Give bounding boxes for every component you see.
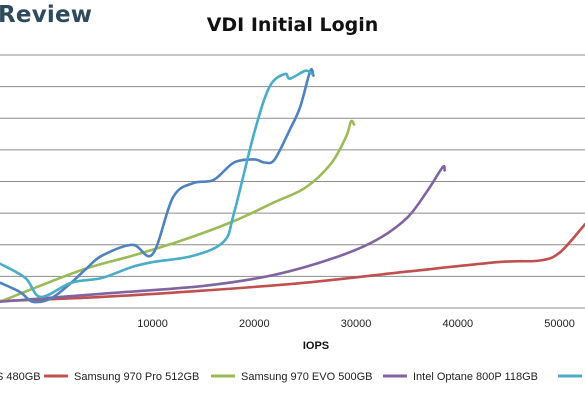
x-tick-label: 50000 xyxy=(544,318,575,330)
x-tick-label: 40000 xyxy=(443,318,474,330)
chart-title: VDI Initial Login xyxy=(206,14,379,36)
legend: S 480GB Samsung 970 Pro 512GB Samsung 970 … xyxy=(0,371,582,383)
series-line-unnamed-3 xyxy=(0,67,315,304)
legend-label: Samsung 970 Pro 512GB xyxy=(74,371,199,383)
x-tick-labels: 10000 20000 30000 40000 50000 xyxy=(137,318,575,330)
series-line-samsung-970-evo-500gb xyxy=(0,119,356,303)
legend-label: S 480GB xyxy=(0,371,41,383)
gridlines xyxy=(0,54,585,309)
legend-label: Intel Optane 800P 118GB xyxy=(413,371,538,383)
x-tick-label: 30000 xyxy=(341,318,372,330)
legend-label: Samsung 970 EVO 500GB xyxy=(241,371,372,383)
series-line-unnamed-4 xyxy=(0,69,314,299)
x-tick-label: 20000 xyxy=(239,318,270,330)
series-line-intel-optane-800p-118gb xyxy=(0,164,446,303)
brand-logo-text: Review xyxy=(0,2,93,28)
x-tick-label: 10000 xyxy=(137,318,168,330)
series-line-samsung-970-pro-512gb xyxy=(0,222,585,303)
x-axis-label: IOPS xyxy=(303,340,329,352)
series-lines xyxy=(0,67,585,304)
